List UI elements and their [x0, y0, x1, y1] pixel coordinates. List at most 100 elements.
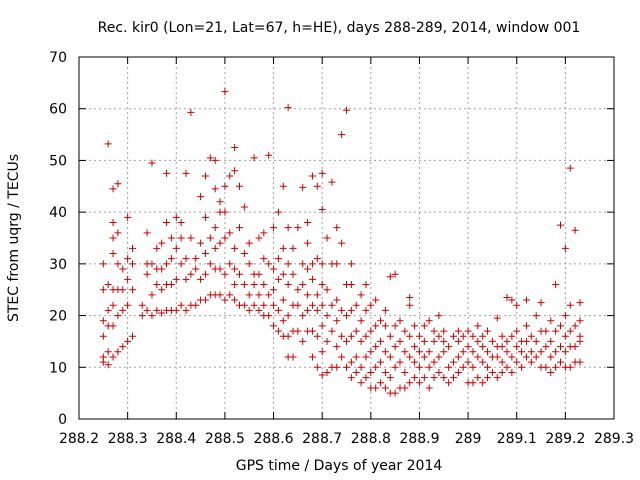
data-point — [172, 275, 180, 283]
data-point — [148, 260, 156, 268]
data-point — [386, 273, 394, 281]
data-point — [201, 213, 209, 221]
data-point — [547, 317, 555, 325]
data-point — [308, 327, 316, 335]
data-point — [104, 140, 112, 148]
data-point — [440, 348, 448, 356]
data-point — [367, 348, 375, 356]
data-point — [357, 379, 365, 387]
data-point — [318, 281, 326, 289]
data-point — [532, 312, 540, 320]
data-point — [182, 169, 190, 177]
data-point — [357, 363, 365, 371]
data-point — [493, 353, 501, 361]
data-point — [347, 306, 355, 314]
data-point — [129, 244, 136, 252]
data-point — [318, 371, 326, 379]
data-point — [561, 244, 569, 252]
data-point — [148, 291, 156, 299]
data-point — [459, 363, 467, 371]
data-point — [299, 281, 307, 289]
y-tick-label: 70 — [49, 50, 67, 66]
data-point — [484, 363, 492, 371]
data-point — [459, 332, 467, 340]
data-point — [260, 301, 268, 309]
data-point — [274, 327, 282, 335]
data-point — [284, 104, 292, 112]
data-point — [109, 185, 117, 193]
data-point — [211, 224, 219, 232]
data-point — [158, 239, 166, 247]
data-point — [99, 317, 107, 325]
data-point — [401, 368, 409, 376]
data-point — [454, 353, 462, 361]
data-point — [391, 389, 399, 397]
x-tick-label: 289.2 — [545, 431, 585, 447]
data-point — [430, 358, 438, 366]
data-point — [124, 301, 132, 309]
data-point — [245, 260, 253, 268]
data-point — [547, 353, 555, 361]
data-point — [143, 270, 151, 278]
data-point — [508, 332, 516, 340]
data-point — [265, 260, 273, 268]
data-point — [513, 343, 521, 351]
data-point — [367, 327, 375, 335]
data-point — [338, 131, 346, 139]
data-point — [425, 363, 433, 371]
data-point — [430, 337, 438, 345]
data-point — [440, 374, 448, 382]
data-point — [114, 312, 122, 320]
data-point — [352, 368, 360, 376]
data-point — [206, 260, 214, 268]
data-point — [153, 306, 161, 314]
data-point — [192, 255, 200, 263]
data-point — [231, 244, 239, 252]
data-point — [333, 343, 341, 351]
data-point — [396, 337, 404, 345]
data-point — [381, 348, 389, 356]
data-point — [508, 368, 516, 376]
data-point — [221, 182, 229, 190]
data-point — [474, 353, 482, 361]
data-point — [250, 301, 258, 309]
data-point — [347, 332, 355, 340]
data-point — [158, 286, 166, 294]
data-point — [522, 353, 530, 361]
data-point — [104, 361, 112, 369]
data-point — [557, 221, 564, 229]
data-point — [552, 363, 560, 371]
data-point — [318, 348, 326, 356]
data-point — [391, 343, 399, 351]
data-point — [231, 167, 239, 175]
data-point — [362, 353, 370, 361]
data-point — [274, 208, 282, 216]
data-point — [284, 312, 292, 320]
data-point — [450, 358, 457, 366]
data-point — [260, 255, 268, 263]
data-point — [182, 255, 190, 263]
data-point — [440, 327, 448, 335]
x-tick-labels: 288.2 288.3 288.4 288.5 288.6 288.7 288.8 288.9… — [59, 431, 634, 447]
data-point — [138, 312, 146, 320]
data-point — [270, 322, 278, 330]
y-tick-label: 40 — [49, 205, 67, 221]
data-point — [566, 363, 574, 371]
data-point — [542, 327, 550, 335]
data-point — [415, 348, 423, 356]
data-point — [391, 322, 399, 330]
data-point — [231, 281, 239, 289]
data-point — [498, 358, 506, 366]
data-point — [357, 317, 365, 325]
data-point — [109, 353, 117, 361]
data-point — [226, 260, 234, 268]
data-point — [163, 218, 171, 226]
data-point — [187, 108, 195, 116]
data-point — [488, 337, 496, 345]
data-point — [333, 260, 341, 268]
data-point — [206, 154, 214, 162]
data-point — [279, 317, 287, 325]
data-point — [197, 239, 205, 247]
y-tick-label: 10 — [49, 360, 67, 376]
